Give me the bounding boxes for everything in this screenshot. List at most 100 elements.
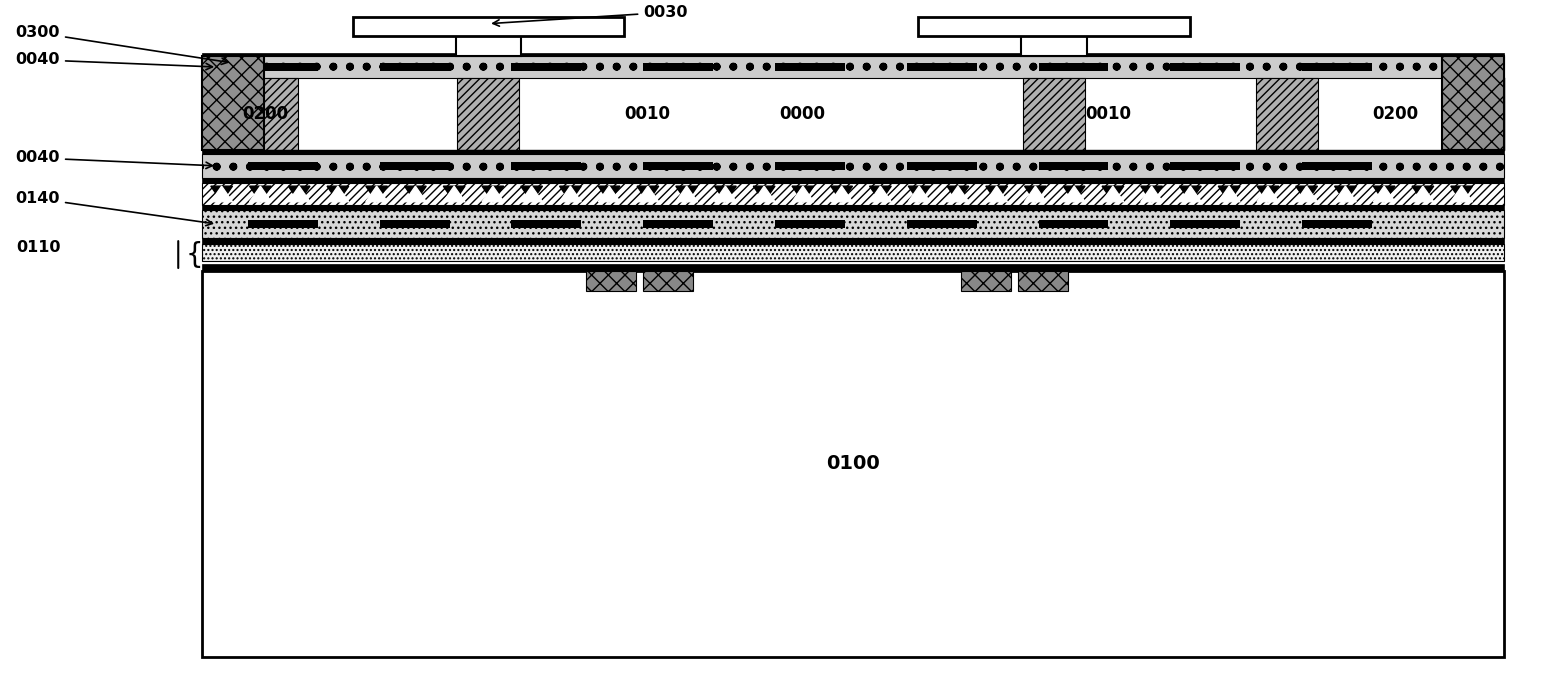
Bar bbox=[512, 220, 581, 228]
Bar bbox=[1469, 78, 1504, 150]
Bar bbox=[202, 56, 264, 150]
Bar bbox=[1442, 56, 1504, 150]
Polygon shape bbox=[831, 186, 853, 202]
Polygon shape bbox=[831, 186, 853, 202]
Polygon shape bbox=[1180, 186, 1201, 202]
Bar bbox=[918, 17, 1190, 36]
Polygon shape bbox=[947, 186, 969, 202]
Bar bbox=[643, 220, 713, 228]
Bar bbox=[380, 220, 450, 228]
Bar bbox=[1038, 220, 1108, 228]
Polygon shape bbox=[1335, 186, 1356, 202]
Polygon shape bbox=[405, 186, 426, 202]
Bar bbox=[202, 154, 1504, 178]
Polygon shape bbox=[947, 186, 969, 202]
Bar bbox=[202, 205, 1504, 210]
Bar bbox=[907, 220, 976, 228]
Polygon shape bbox=[637, 186, 659, 202]
Polygon shape bbox=[792, 186, 814, 202]
Polygon shape bbox=[327, 186, 349, 202]
Polygon shape bbox=[250, 186, 271, 202]
Bar bbox=[1302, 220, 1372, 228]
Polygon shape bbox=[1257, 186, 1279, 202]
Polygon shape bbox=[366, 186, 388, 202]
Bar bbox=[352, 17, 623, 36]
Polygon shape bbox=[1063, 186, 1085, 202]
Text: 0000: 0000 bbox=[780, 105, 825, 123]
Bar bbox=[248, 162, 318, 170]
Text: 0100: 0100 bbox=[826, 454, 879, 473]
Bar bbox=[380, 162, 450, 170]
Polygon shape bbox=[1451, 186, 1472, 202]
Polygon shape bbox=[598, 186, 620, 202]
Bar bbox=[202, 271, 1504, 657]
Polygon shape bbox=[211, 186, 232, 202]
Polygon shape bbox=[753, 186, 775, 202]
Polygon shape bbox=[521, 186, 542, 202]
Bar bbox=[1170, 162, 1240, 170]
Polygon shape bbox=[1296, 186, 1318, 202]
Text: 0300: 0300 bbox=[16, 25, 228, 64]
Bar bbox=[1023, 78, 1085, 150]
Polygon shape bbox=[560, 186, 581, 202]
Polygon shape bbox=[598, 186, 620, 202]
Bar bbox=[512, 162, 581, 170]
Bar bbox=[202, 56, 1504, 78]
Bar bbox=[457, 78, 519, 150]
Polygon shape bbox=[908, 186, 930, 202]
Text: 0110: 0110 bbox=[17, 240, 60, 255]
Bar bbox=[1021, 36, 1087, 56]
Bar bbox=[643, 63, 713, 71]
Bar bbox=[1256, 78, 1318, 150]
Bar bbox=[775, 220, 845, 228]
Polygon shape bbox=[676, 186, 698, 202]
Polygon shape bbox=[1102, 186, 1124, 202]
Polygon shape bbox=[1218, 186, 1240, 202]
Text: 0140: 0140 bbox=[16, 191, 212, 225]
Polygon shape bbox=[870, 186, 891, 202]
Polygon shape bbox=[1335, 186, 1356, 202]
Bar bbox=[248, 63, 318, 71]
Polygon shape bbox=[637, 186, 659, 202]
Polygon shape bbox=[560, 186, 581, 202]
Polygon shape bbox=[1141, 186, 1162, 202]
Text: 0030: 0030 bbox=[493, 5, 688, 26]
Polygon shape bbox=[1102, 186, 1124, 202]
Bar bbox=[1302, 63, 1372, 71]
Polygon shape bbox=[288, 186, 310, 202]
Polygon shape bbox=[870, 186, 891, 202]
Polygon shape bbox=[986, 186, 1008, 202]
Polygon shape bbox=[986, 186, 1008, 202]
Text: 0040: 0040 bbox=[16, 52, 212, 70]
Polygon shape bbox=[1412, 186, 1434, 202]
Bar bbox=[202, 78, 236, 150]
Bar bbox=[586, 271, 635, 291]
Bar bbox=[775, 63, 845, 71]
Polygon shape bbox=[753, 186, 775, 202]
Polygon shape bbox=[1296, 186, 1318, 202]
Polygon shape bbox=[288, 186, 310, 202]
Polygon shape bbox=[443, 186, 465, 202]
Text: 0200: 0200 bbox=[242, 105, 288, 123]
Bar bbox=[202, 150, 1504, 154]
Polygon shape bbox=[250, 186, 271, 202]
Polygon shape bbox=[1063, 186, 1085, 202]
Bar bbox=[643, 162, 713, 170]
Polygon shape bbox=[521, 186, 542, 202]
Polygon shape bbox=[1257, 186, 1279, 202]
Polygon shape bbox=[1373, 186, 1395, 202]
Bar bbox=[512, 63, 581, 71]
Text: {: { bbox=[186, 240, 203, 269]
Polygon shape bbox=[443, 186, 465, 202]
Text: 0200: 0200 bbox=[1372, 105, 1418, 123]
Bar bbox=[202, 78, 1504, 150]
Bar bbox=[1170, 220, 1240, 228]
Polygon shape bbox=[715, 186, 736, 202]
Polygon shape bbox=[405, 186, 426, 202]
Polygon shape bbox=[1180, 186, 1201, 202]
Polygon shape bbox=[792, 186, 814, 202]
Bar bbox=[961, 271, 1011, 291]
Polygon shape bbox=[1141, 186, 1162, 202]
Bar bbox=[202, 183, 1504, 205]
Polygon shape bbox=[1218, 186, 1240, 202]
